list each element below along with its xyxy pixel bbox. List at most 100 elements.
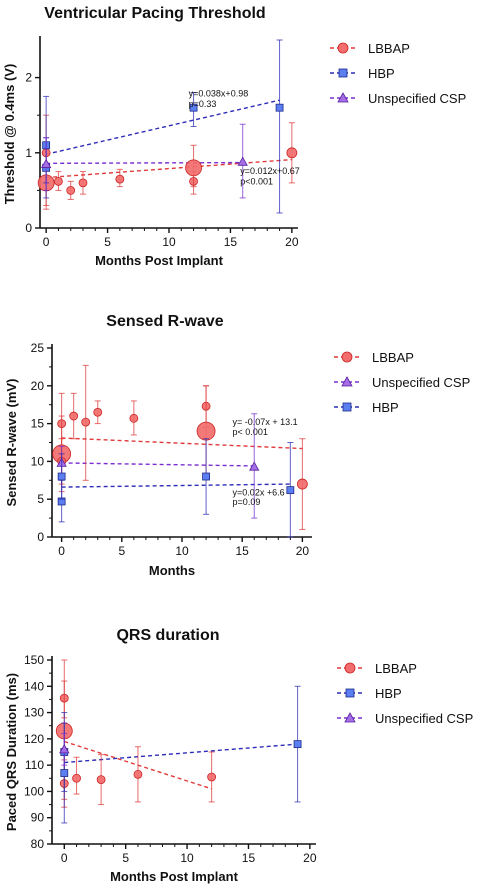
x-tick-label: 20 xyxy=(303,851,317,865)
x-tick-label: 0 xyxy=(58,544,65,558)
y-tick-label: 80 xyxy=(31,837,45,851)
y-tick-label: 90 xyxy=(31,811,45,825)
data-point-hbp xyxy=(57,472,66,481)
chart-title: QRS duration xyxy=(116,627,219,644)
data-point-hbp xyxy=(60,769,69,777)
x-tick-label: 15 xyxy=(224,235,238,249)
data-point-hbp xyxy=(189,103,198,112)
data-point-lbbap xyxy=(78,178,88,188)
legend-label-unspecified-csp: Unspecified CSP xyxy=(368,91,466,106)
x-tick-label: 15 xyxy=(236,544,250,558)
y-tick-label: 25 xyxy=(31,341,45,355)
y-tick-label: 2 xyxy=(25,71,32,85)
y-axis-label: Threshold @ 0.4ms (V) xyxy=(2,64,17,205)
legend-label-unspecified-csp: Unspecified CSP xyxy=(372,375,470,390)
x-tick-label: 10 xyxy=(162,235,176,249)
data-point-unspecified-csp xyxy=(59,744,70,754)
legend-marker-unspecified-csp xyxy=(344,712,356,723)
data-point-lbbap xyxy=(133,769,143,779)
y-tick-label: 0 xyxy=(25,221,32,235)
legend-label-hbp: HBP xyxy=(372,400,399,415)
data-point-lbbap xyxy=(196,421,216,441)
legend-marker-lbbap xyxy=(341,351,353,363)
trendline-unspecified-csp xyxy=(46,161,243,165)
data-point-lbbap xyxy=(296,478,308,490)
y-axis-label: Paced QRS Duration (ms) xyxy=(4,673,19,831)
legend-label-unspecified-csp: Unspecified CSP xyxy=(375,711,473,726)
fit-annotation: p=0.33 xyxy=(189,99,217,109)
chart-title: Ventricular Pacing Threshold xyxy=(44,5,265,22)
chart-title: Sensed R-wave xyxy=(106,313,223,330)
y-tick-label: 130 xyxy=(24,706,44,720)
data-point-unspecified-csp xyxy=(40,158,52,168)
chart-panel-qrs-duration: QRS duration 80 90 100 110 120 130 140 150 0 5 10 15… xyxy=(0,600,484,892)
data-point-lbbap xyxy=(286,147,298,159)
legend-marker-unspecified-csp xyxy=(337,92,349,103)
x-axis-label: Months Post Implant xyxy=(110,869,239,884)
y-tick-label: 140 xyxy=(24,679,44,693)
x-tick-label: 20 xyxy=(285,235,299,249)
fit-annotation: y= -0.07x + 13.1 xyxy=(233,417,298,427)
trendline-unspecified-csp xyxy=(61,462,255,467)
data-point-hbp xyxy=(293,740,302,749)
y-tick-label: 1 xyxy=(25,146,32,160)
data-point-lbbap xyxy=(115,174,125,184)
data-point-lbbap xyxy=(129,413,139,423)
data-point-lbbap xyxy=(81,417,91,427)
trendline-lbbap xyxy=(61,437,303,450)
x-tick-label: 5 xyxy=(104,235,111,249)
trendline-hbp xyxy=(61,483,291,488)
x-tick-label: 15 xyxy=(242,851,256,865)
chart-panel-pacing-threshold: Ventricular Pacing Threshold 0 1 2 0 5 10 15 20 M… xyxy=(0,0,484,300)
fit-annotation: y=0.038x+0.98 xyxy=(189,88,249,98)
fit-annotation: p<0.001 xyxy=(240,176,273,186)
legend-marker-lbbap xyxy=(344,662,356,674)
data-point-lbbap xyxy=(69,411,79,421)
legend-marker-hbp xyxy=(338,68,348,78)
legend-label-hbp: HBP xyxy=(368,66,395,81)
legend-label-lbbap: LBBAP xyxy=(375,661,417,676)
data-point-lbbap xyxy=(96,775,106,785)
data-point-lbbap xyxy=(185,159,202,177)
fit-annotation: p=0.09 xyxy=(233,497,261,507)
y-tick-label: 110 xyxy=(25,758,44,772)
y-tick-label: 150 xyxy=(24,653,44,667)
trendline-lbbap xyxy=(46,158,292,179)
data-point-unspecified-csp xyxy=(237,156,248,166)
data-point-lbbap xyxy=(66,185,76,195)
data-point-hbp xyxy=(275,103,284,112)
y-tick-label: 20 xyxy=(31,379,45,393)
x-tick-label: 0 xyxy=(61,851,68,865)
x-tick-label: 20 xyxy=(296,544,310,558)
x-axis-label: Months xyxy=(149,563,195,578)
y-tick-label: 15 xyxy=(31,417,45,431)
chart-qrs-duration: QRS duration 80 90 100 110 120 130 140 150 0 5 10 15… xyxy=(4,627,473,884)
y-tick-label: 120 xyxy=(24,732,44,746)
x-tick-label: 0 xyxy=(43,235,50,249)
legend-label-hbp: HBP xyxy=(375,686,402,701)
fit-annotation: y=0.012x+0.67 xyxy=(240,166,300,176)
legend-label-lbbap: LBBAP xyxy=(372,350,414,365)
y-tick-label: 5 xyxy=(37,492,44,506)
data-point-lbbap xyxy=(72,773,81,783)
legend-marker-hbp xyxy=(342,402,352,412)
y-tick-label: 10 xyxy=(31,454,45,468)
x-tick-label: 10 xyxy=(180,851,194,865)
legend-marker-unspecified-csp xyxy=(341,376,353,387)
chart-panel-sensed-rwave: Sensed R-wave 0 5 10 15 20 25 0 5 10 15 20 Months Sen… xyxy=(0,300,484,600)
fit-annotation: y=0.02x +6.6 xyxy=(233,487,285,497)
legend-label-lbbap: LBBAP xyxy=(368,41,410,56)
data-point-lbbap xyxy=(207,772,217,782)
x-tick-label: 5 xyxy=(118,544,125,558)
data-point-lbbap xyxy=(93,407,103,417)
legend-marker-hbp xyxy=(345,688,355,698)
x-tick-label: 5 xyxy=(122,851,129,865)
data-point-unspecified-csp xyxy=(249,461,260,471)
x-tick-label: 10 xyxy=(175,544,189,558)
legend-marker-lbbap xyxy=(337,42,349,54)
fit-annotation: p< 0.001 xyxy=(233,427,268,437)
trendline-hbp xyxy=(45,99,280,155)
data-point-hbp xyxy=(202,472,210,481)
y-tick-label: 0 xyxy=(37,530,44,544)
